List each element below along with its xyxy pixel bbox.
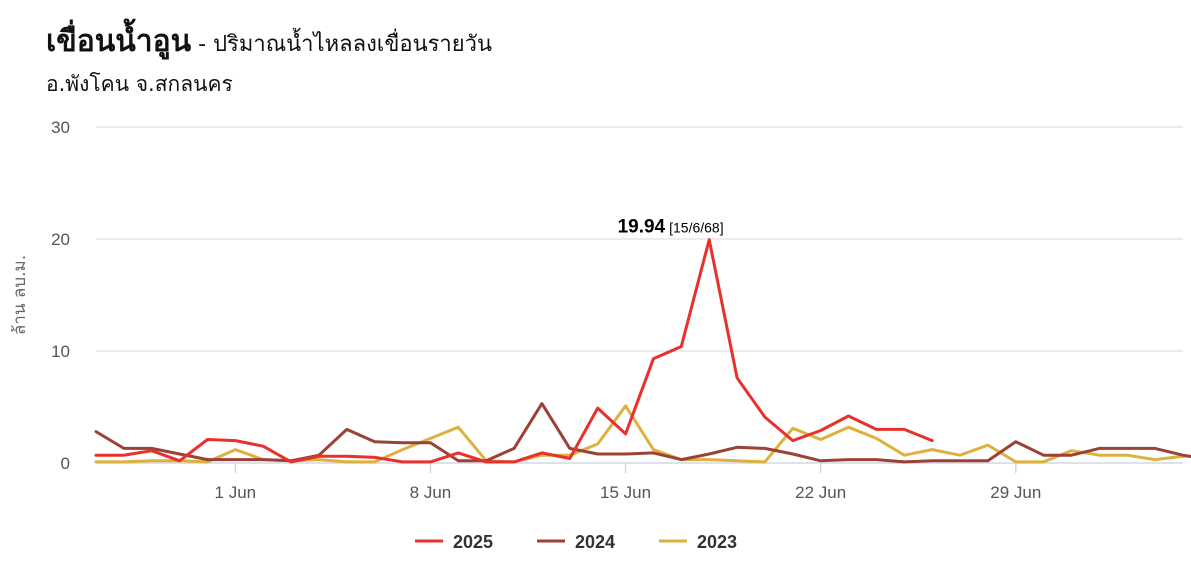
legend-item-2023[interactable]: 2023: [697, 532, 737, 552]
x-axis-ticks: 1 Jun 8 Jun 15 Jun 22 Jun 29 Jun: [215, 463, 1041, 502]
series-line-2025: [94, 238, 934, 464]
y-axis-label: ล้าน ลบ.ม.: [10, 255, 30, 335]
y-tick-label: 20: [51, 230, 70, 249]
legend-item-2025[interactable]: 2025: [453, 532, 493, 552]
grid-lines: [96, 126, 1183, 464]
x-tick-label: 22 Jun: [795, 483, 846, 502]
legend-item-2024[interactable]: 2024: [575, 532, 615, 552]
x-tick-label: 15 Jun: [600, 483, 651, 502]
x-tick-label: 29 Jun: [990, 483, 1041, 502]
peak-value-label: 19.94: [618, 217, 666, 238]
chart-subtitle: อ.พังโคน จ.สกลนคร: [46, 72, 233, 96]
y-tick-label: 30: [51, 118, 70, 137]
y-axis-ticks: 0 10 20 30: [51, 118, 70, 473]
peak-annotation: 19.94 [15/6/68]: [618, 217, 724, 238]
chart-title: เขื่อนน้ำอูน - ปริมาณน้ำไหลลงเขื่อนรายวั…: [46, 18, 492, 65]
peak-date-label: [15/6/68]: [669, 220, 724, 236]
x-tick-label: 8 Jun: [410, 483, 452, 502]
chart-title-main: เขื่อนน้ำอูน: [46, 24, 192, 59]
y-tick-label: 0: [61, 454, 70, 473]
chart-title-suffix: - ปริมาณน้ำไหลลงเขื่อนรายวัน: [191, 32, 493, 57]
legend: 2025 2024 2023: [415, 532, 737, 552]
y-tick-label: 10: [51, 342, 70, 361]
x-tick-label: 1 Jun: [215, 483, 257, 502]
series-lines: [94, 238, 1191, 464]
